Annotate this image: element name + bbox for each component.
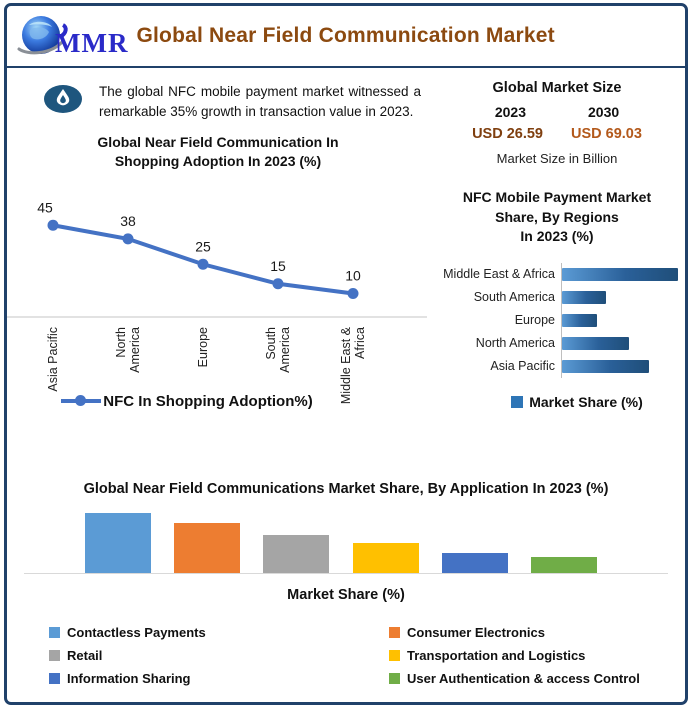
mmr-logo: MMR — [17, 11, 128, 61]
data-point — [272, 278, 284, 290]
line-chart-category-labels: Asia Pacific North America Europe South Ame… — [7, 323, 427, 409]
legend-marker-icon — [49, 627, 60, 638]
regions-bar-chart: Middle East & Africa South America Europe N… — [435, 262, 685, 378]
legend-marker-icon — [49, 650, 60, 661]
region-bar — [562, 336, 629, 350]
application-bar — [174, 523, 241, 573]
application-chart-title: Global Near Field Communications Market … — [83, 481, 609, 497]
region-row: North America — [435, 331, 685, 355]
globe-icon — [17, 16, 68, 55]
data-point — [47, 219, 59, 231]
header: MMR Global Near Field Communication Mark… — [7, 6, 685, 68]
legend-item: Contactless Payments — [49, 625, 389, 640]
regions-legend-label: Market Share (%) — [529, 393, 643, 410]
application-chart-legend: Contactless Payments Consumer Electronics… — [49, 625, 685, 686]
data-point — [197, 258, 209, 270]
market-size-year-2023: 2023 — [494, 104, 526, 120]
legend-marker-icon — [389, 673, 400, 684]
line-chart-svg: 45 38 25 15 10 — [7, 199, 427, 318]
legend-label: Retail — [67, 648, 103, 663]
right-column: Global Market Size 2023 2030 USD 26.59 U… — [429, 68, 685, 410]
region-bar — [562, 290, 606, 304]
application-bar-chart — [85, 511, 597, 573]
application-bar — [263, 535, 330, 573]
x-tick-label: Europe — [196, 326, 210, 368]
market-size-value-2023: USD 26.59 — [472, 126, 543, 142]
legend-item: User Authentication & access Control — [389, 671, 685, 686]
data-label: 25 — [195, 238, 211, 254]
shopping-adoption-line-chart: 45 38 25 15 10 — [7, 173, 427, 323]
application-chart-xlabel: Market Share (%) — [287, 587, 405, 603]
logo-text: MMR — [55, 28, 129, 58]
region-label: Asia Pacific — [490, 359, 555, 374]
legend-item: Retail — [49, 648, 389, 663]
region-bar — [562, 313, 597, 327]
market-size-title: Global Market Size — [492, 80, 622, 96]
legend-item: Information Sharing — [49, 671, 389, 686]
line-marker-icon — [61, 395, 102, 407]
market-size-year-2030: 2030 — [588, 104, 620, 120]
data-label: 38 — [120, 213, 136, 229]
data-label: 15 — [270, 258, 286, 274]
line-legend-label: NFC In Shopping Adoption%) — [103, 392, 313, 410]
flame-icon — [43, 84, 83, 114]
market-size-value-2030: USD 69.03 — [571, 126, 642, 142]
legend-marker-icon — [49, 673, 60, 684]
regions-chart-title: NFC Mobile Payment Market Share, By Regi… — [462, 189, 652, 245]
data-point — [347, 287, 359, 299]
x-tick-label: Middle East & Africa — [339, 326, 367, 405]
line-chart-title: Global Near Field Communication In Shopp… — [97, 134, 339, 170]
region-row: Middle East & Africa — [435, 262, 685, 286]
legend-item: Transportation and Logistics — [389, 648, 685, 663]
growth-callout: The global NFC mobile payment market wit… — [43, 82, 429, 121]
legend-label: User Authentication & access Control — [407, 671, 640, 686]
data-label: 10 — [345, 267, 361, 283]
top-section: The global NFC mobile payment market wit… — [7, 68, 685, 410]
data-point — [122, 233, 134, 245]
application-bar — [85, 513, 151, 573]
market-size-caption: Market Size in Billion — [496, 151, 618, 166]
line-chart-legend: NFC In Shopping Adoption%) — [7, 393, 367, 410]
data-label: 45 — [37, 199, 53, 215]
legend-marker-icon — [389, 627, 400, 638]
x-tick-label: South America — [264, 326, 292, 373]
region-label: Europe — [514, 313, 555, 328]
bottom-section: Global Near Field Communications Market … — [7, 451, 685, 686]
legend-label: Contactless Payments — [67, 625, 206, 640]
application-bar — [441, 553, 508, 573]
legend-label: Consumer Electronics — [407, 625, 545, 640]
region-label: South America — [473, 290, 555, 305]
infographic-frame: MMR Global Near Field Communication Mark… — [4, 3, 688, 705]
legend-label: Transportation and Logistics — [407, 648, 586, 663]
regions-chart-legend: Market Share (%) — [469, 394, 685, 410]
market-share-marker-icon — [511, 395, 524, 408]
region-bar — [562, 359, 649, 373]
legend-label: Information Sharing — [67, 671, 191, 686]
left-column: The global NFC mobile payment market wit… — [7, 68, 429, 410]
callout-text: The global NFC mobile payment market wit… — [99, 84, 421, 119]
page-title: Global Near Field Communication Market — [136, 24, 555, 47]
application-bar — [352, 543, 419, 573]
region-label: Middle East & Africa — [443, 267, 555, 282]
region-label: North America — [475, 336, 555, 351]
legend-marker-icon — [389, 650, 400, 661]
application-chart-axis — [24, 573, 668, 574]
region-row: Asia Pacific — [435, 354, 685, 378]
legend-item: Consumer Electronics — [389, 625, 685, 640]
region-bar — [562, 267, 678, 281]
application-bar — [530, 557, 597, 573]
x-tick-label: North America — [114, 326, 142, 373]
region-row: South America — [435, 285, 685, 309]
region-row: Europe — [435, 308, 685, 332]
global-market-size: Global Market Size 2023 2030 USD 26.59 U… — [429, 80, 685, 166]
